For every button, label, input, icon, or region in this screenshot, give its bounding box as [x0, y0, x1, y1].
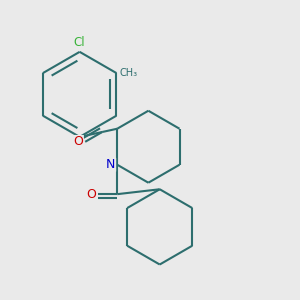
Text: Cl: Cl: [74, 36, 85, 49]
Text: N: N: [106, 158, 116, 171]
Text: O: O: [74, 135, 83, 148]
Text: O: O: [86, 188, 96, 201]
Text: CH₃: CH₃: [119, 68, 137, 78]
